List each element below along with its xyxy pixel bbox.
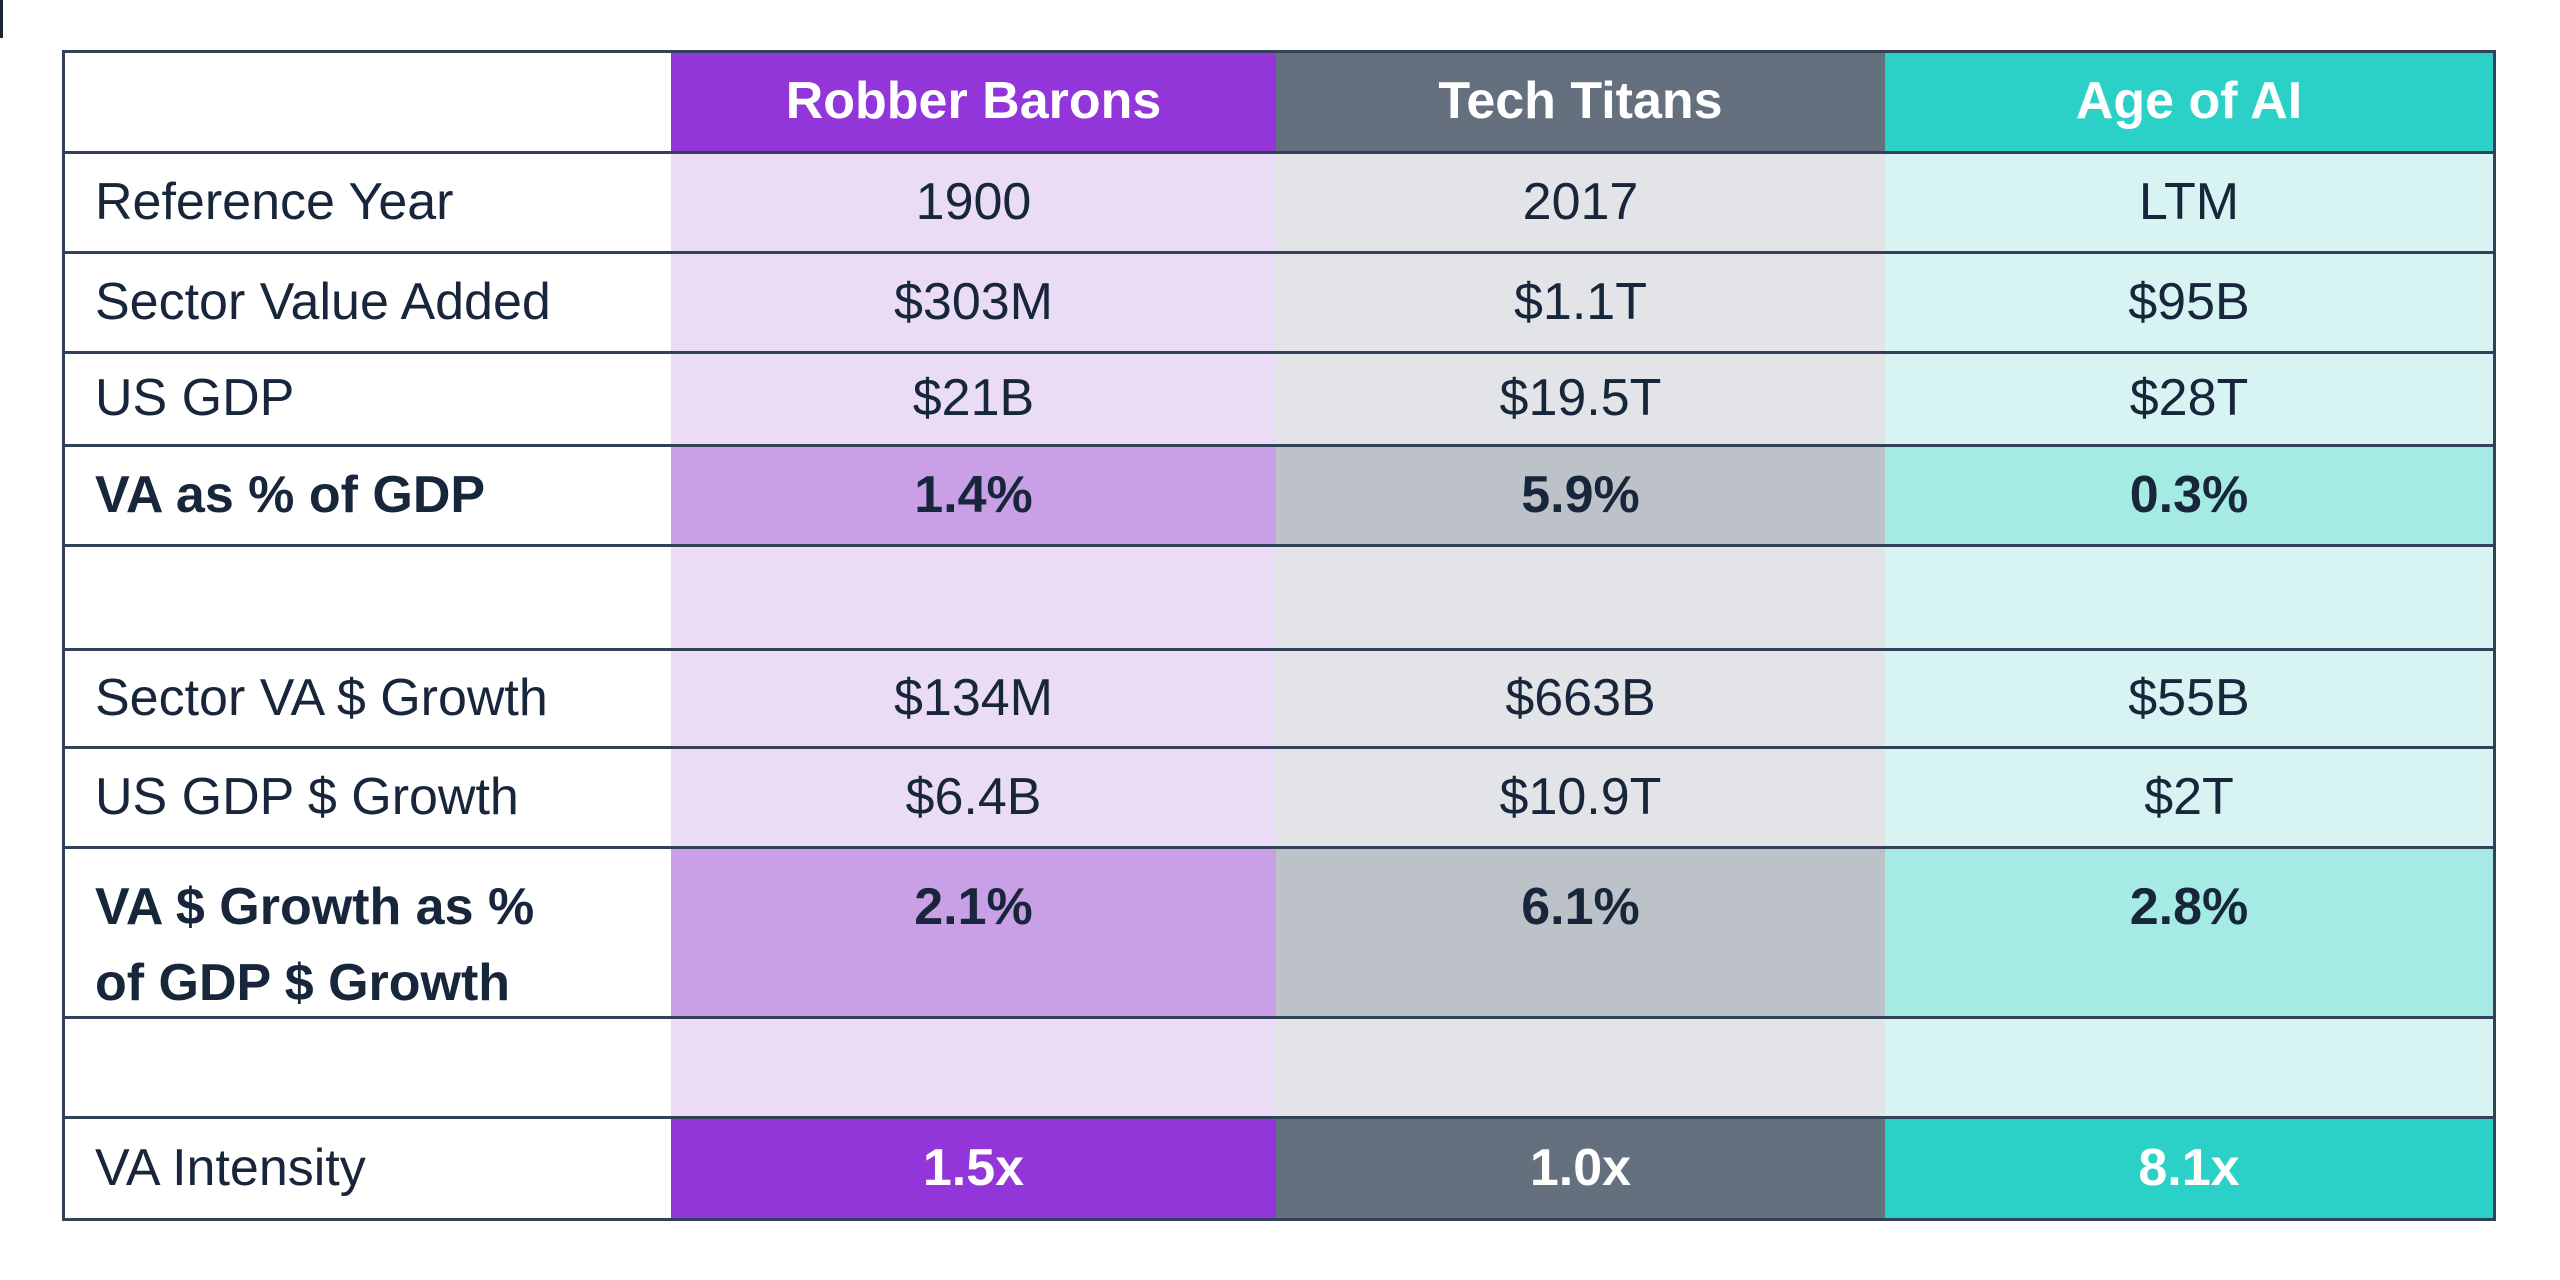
row-label-us-gdp: US GDP <box>65 351 671 444</box>
cell-robber-barons-sector-va-growth: $134M <box>671 648 1276 746</box>
column-header-blank <box>65 53 671 151</box>
row-label-sector-va-growth: Sector VA $ Growth <box>65 648 671 746</box>
cell-tech-titans-va-as-pct-of-gdp: 5.9% <box>1276 444 1885 544</box>
cell-tech-titans-sector-value-added: $1.1T <box>1276 251 1885 351</box>
column-header-age-of-ai: Age of AI <box>1885 53 2493 151</box>
row-label-va-as-pct-of-gdp: VA as % of GDP <box>65 444 671 544</box>
cell-age-of-ai-us-gdp: $28T <box>1885 351 2493 444</box>
spacer-cell-age-of-ai-spacer-2 <box>1885 1016 2493 1116</box>
spacer-label-spacer-2 <box>65 1016 671 1116</box>
spacer-label-spacer-1 <box>65 544 671 648</box>
row-label-va-growth-as-pct-of-gdp-growth: VA $ Growth as % of GDP $ Growth <box>65 846 671 1016</box>
cell-robber-barons-sector-value-added: $303M <box>671 251 1276 351</box>
cell-robber-barons-va-intensity: 1.5x <box>671 1116 1276 1218</box>
cell-robber-barons-va-as-pct-of-gdp: 1.4% <box>671 444 1276 544</box>
cell-age-of-ai-sector-va-growth: $55B <box>1885 648 2493 746</box>
cell-tech-titans-va-intensity: 1.0x <box>1276 1116 1885 1218</box>
cell-robber-barons-us-gdp-growth: $6.4B <box>671 746 1276 846</box>
cell-age-of-ai-reference-year: LTM <box>1885 151 2493 251</box>
spacer-cell-tech-titans-spacer-2 <box>1276 1016 1885 1116</box>
column-header-robber-barons: Robber Barons <box>671 53 1276 151</box>
spacer-cell-robber-barons-spacer-1 <box>671 544 1276 648</box>
cell-tech-titans-us-gdp-growth: $10.9T <box>1276 746 1885 846</box>
spacer-cell-age-of-ai-spacer-1 <box>1885 544 2493 648</box>
cell-age-of-ai-va-intensity: 8.1x <box>1885 1116 2493 1218</box>
cell-age-of-ai-sector-value-added: $95B <box>1885 251 2493 351</box>
column-header-tech-titans: Tech Titans <box>1276 53 1885 151</box>
cell-age-of-ai-va-as-pct-of-gdp: 0.3% <box>1885 444 2493 544</box>
comparison-table: Robber Barons Tech Titans Age of AI Referen… <box>62 50 2496 1221</box>
spacer-cell-robber-barons-spacer-2 <box>671 1016 1276 1116</box>
screen-edge-artifact <box>0 0 3 38</box>
cell-robber-barons-reference-year: 1900 <box>671 151 1276 251</box>
row-label-us-gdp-growth: US GDP $ Growth <box>65 746 671 846</box>
row-label-reference-year: Reference Year <box>65 151 671 251</box>
cell-tech-titans-reference-year: 2017 <box>1276 151 1885 251</box>
spacer-cell-tech-titans-spacer-1 <box>1276 544 1885 648</box>
cell-tech-titans-us-gdp: $19.5T <box>1276 351 1885 444</box>
cell-age-of-ai-us-gdp-growth: $2T <box>1885 746 2493 846</box>
cell-robber-barons-us-gdp: $21B <box>671 351 1276 444</box>
cell-age-of-ai-va-growth-as-pct-of-gdp-growth: 2.8% <box>1885 846 2493 1016</box>
cell-tech-titans-sector-va-growth: $663B <box>1276 648 1885 746</box>
row-label-va-intensity: VA Intensity <box>65 1116 671 1218</box>
cell-tech-titans-va-growth-as-pct-of-gdp-growth: 6.1% <box>1276 846 1885 1016</box>
cell-robber-barons-va-growth-as-pct-of-gdp-growth: 2.1% <box>671 846 1276 1016</box>
row-label-sector-value-added: Sector Value Added <box>65 251 671 351</box>
